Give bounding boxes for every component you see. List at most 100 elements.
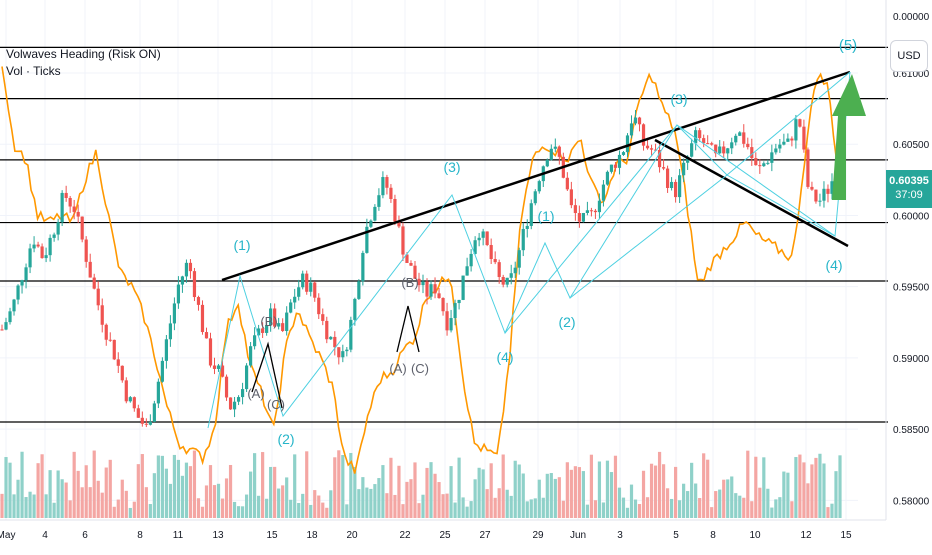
candle-body	[4, 322, 8, 330]
current-price-badge: 0.60395 37:09	[886, 170, 932, 208]
candle-body	[168, 323, 173, 340]
candle-body	[68, 197, 72, 207]
candle-body	[393, 198, 397, 222]
candle-body	[244, 365, 249, 390]
volume-bar	[140, 454, 144, 518]
correction-label: (A)	[389, 361, 406, 376]
candle-body	[726, 148, 730, 154]
candle-body	[661, 167, 666, 169]
volume-bar	[132, 501, 136, 518]
lower-trendline[interactable]	[654, 138, 849, 248]
candle-body	[649, 148, 654, 150]
candle-body	[533, 191, 537, 204]
candle-body	[369, 220, 373, 227]
candle-body	[665, 168, 670, 188]
upper-trendline[interactable]	[221, 70, 851, 282]
candle-body	[265, 325, 269, 333]
candle-body	[80, 216, 84, 240]
candle-body	[172, 303, 177, 324]
candle-body	[120, 365, 124, 381]
volume-bar	[674, 466, 678, 518]
indicator-title[interactable]: Volwaves Heading (Risk ON)	[6, 47, 161, 61]
volume-bar	[108, 459, 112, 518]
candle-body	[289, 302, 293, 313]
candle-body	[100, 305, 104, 325]
candle-body	[609, 164, 614, 172]
candle-body	[537, 181, 541, 192]
volume-bar	[232, 501, 237, 518]
candle-body	[248, 346, 253, 366]
indicator-legend[interactable]: Volwaves Heading (Risk ON) Vol · Ticks	[6, 46, 161, 80]
candle-body	[176, 284, 181, 304]
candle-body	[253, 335, 257, 347]
candle-body	[758, 165, 762, 167]
abc-correction-1[interactable]	[251, 341, 283, 409]
time-axis-tick: 25	[439, 530, 451, 541]
volume-bar	[144, 487, 148, 518]
volume-bar	[192, 450, 197, 518]
currency-button[interactable]: USD	[890, 40, 928, 72]
candle-body	[710, 143, 714, 145]
volume-bar	[597, 461, 602, 518]
volume-bar	[204, 485, 209, 518]
time-axis-tick: 12	[800, 530, 812, 541]
candle-body	[573, 205, 577, 214]
volume-bar	[706, 459, 710, 518]
volume-bar	[236, 506, 241, 518]
wave-line-1[interactable]	[207, 71, 851, 429]
volume-bar	[148, 504, 152, 518]
correction-label: (A)	[247, 386, 264, 401]
candle-body	[750, 147, 754, 159]
time-axis-tick: 15	[840, 530, 852, 541]
candle-body	[441, 298, 445, 312]
volume-bar	[445, 493, 449, 518]
volume-bar	[365, 487, 369, 518]
wave-line-3[interactable]	[569, 71, 851, 299]
volume-bar	[762, 457, 766, 518]
volume-bar	[509, 495, 513, 518]
candle-body	[770, 152, 774, 163]
volume-bar	[353, 466, 357, 518]
axes: 0.00000 0.61000 0.60500 0.60000 0.59500 0.590…	[0, 0, 930, 541]
volume-bar	[734, 493, 738, 518]
candle-body	[208, 338, 213, 366]
volume-bar	[401, 504, 405, 518]
volume-bar	[533, 498, 537, 518]
candle-body	[425, 281, 429, 297]
candle-body	[0, 329, 4, 331]
volume-bar	[605, 460, 610, 518]
volume-bar	[20, 451, 24, 518]
volume-bar	[168, 483, 173, 518]
volume-label[interactable]: Vol · Ticks	[6, 64, 61, 78]
candle-body	[585, 210, 589, 213]
candle-body	[686, 156, 690, 163]
wave-line-2[interactable]	[504, 124, 836, 334]
abc-correction-2[interactable]	[396, 305, 420, 353]
volume-bar	[104, 467, 108, 518]
volume-bar	[212, 485, 217, 518]
candle-body	[553, 146, 557, 149]
candle-body	[365, 226, 369, 253]
volume-bar	[341, 455, 345, 518]
candle-body	[421, 281, 425, 286]
candle-body	[309, 282, 313, 292]
volume-bar	[449, 466, 453, 518]
candle-body	[56, 222, 60, 235]
volume-bar	[164, 468, 168, 518]
correction-label: (B)	[401, 275, 418, 290]
time-axis-tick: 29	[532, 530, 544, 541]
volume-bar	[545, 473, 549, 518]
volume-bar	[176, 459, 181, 518]
volume-bar	[289, 499, 293, 518]
candle-body	[72, 206, 76, 212]
bullish-arrow-icon[interactable]	[832, 74, 866, 200]
candle-body	[762, 163, 766, 167]
volume-bar	[265, 498, 269, 518]
volume-bar	[305, 451, 309, 518]
volume-bar	[128, 507, 132, 518]
candle-body	[597, 200, 602, 213]
time-axis-tick: 27	[479, 530, 491, 541]
candle-body	[397, 221, 401, 227]
